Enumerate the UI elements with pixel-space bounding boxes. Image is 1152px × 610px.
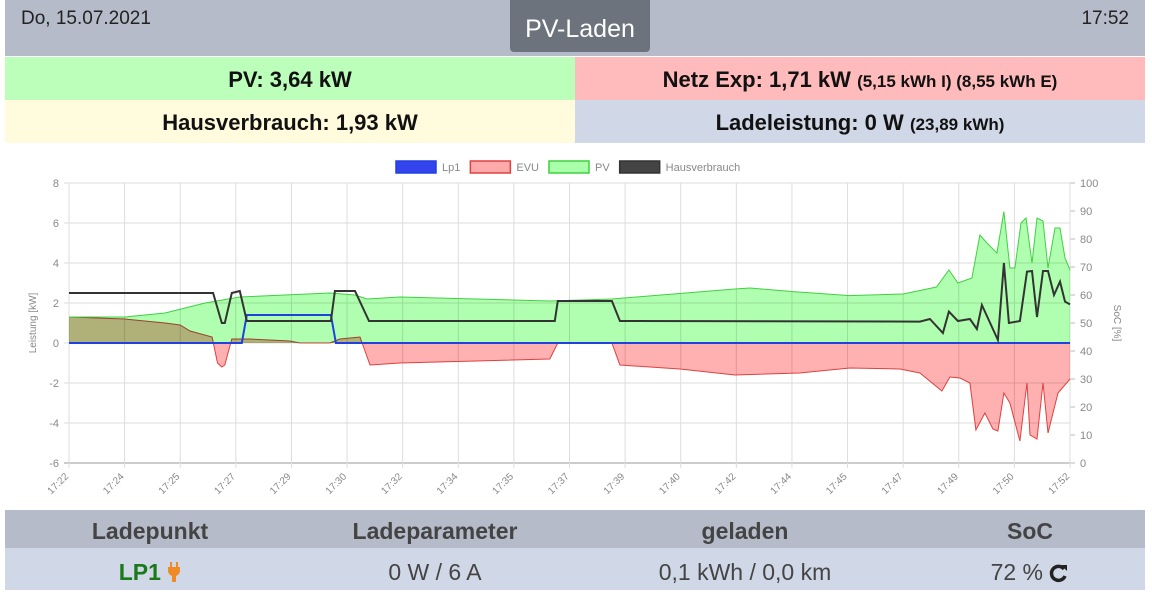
mode-button[interactable]: PV-Laden: [510, 0, 650, 52]
lp1-line: [69, 314, 1070, 344]
time-label: 17:52: [1081, 8, 1129, 29]
x-tick-label: 17:35: [491, 471, 517, 497]
legend-swatch-evu: [469, 160, 512, 174]
y-tick-label: 0: [53, 338, 59, 350]
x-tick-label: 17:22: [46, 471, 72, 497]
col-geladen: geladen: [701, 518, 789, 544]
x-tick-label: 17:24: [101, 471, 127, 497]
y2-tick-label: 60: [1080, 290, 1092, 302]
y-tick-label: 2: [53, 298, 59, 310]
legend-swatch-pv: [548, 160, 590, 174]
legend-label-pv: PV: [595, 162, 610, 174]
soc-cell: 72 %: [915, 548, 1145, 590]
house-consumption-text: Hausverbrauch: 1,93 kW: [162, 110, 418, 135]
lp-charged: 0,1 kWh / 0,0 km: [658, 559, 832, 585]
charge-energy-detail: (23,89 kWh): [909, 115, 1005, 134]
x-tick-label: 17:30: [324, 471, 350, 497]
y2-tick-label: 40: [1080, 346, 1092, 358]
y2-tick-label: 30: [1080, 374, 1092, 386]
x-tick-label: 17:25: [157, 471, 183, 497]
evu-area: [69, 317, 1070, 441]
house-consumption: Hausverbrauch: 1,93 kW: [5, 100, 575, 143]
y-tick-label: -4: [49, 418, 59, 430]
y-tick-label: -2: [49, 378, 59, 390]
x-tick-label: 17:42: [713, 471, 739, 497]
legend-label-evu: EVU: [516, 162, 539, 174]
y-tick-label: 4: [53, 258, 59, 270]
y2-tick-label: 50: [1080, 318, 1092, 330]
legend-swatch-lp1: [395, 160, 437, 174]
x-tick-label: 17:40: [657, 471, 683, 497]
charge-power-text: Ladeleistung: 0 W: [715, 110, 904, 135]
y2-tick-label: 0: [1080, 458, 1086, 470]
pv-power: PV: 3,64 kW: [5, 57, 575, 100]
y2-tick-label: 70: [1080, 262, 1092, 274]
col-soc: SoC: [1007, 518, 1053, 544]
grid-energy-detail: (5,15 kWh I) (8,55 kWh E): [857, 72, 1058, 91]
x-tick-label: 17:47: [880, 471, 906, 497]
date-label: Do, 15.07.2021: [21, 8, 151, 29]
x-tick-label: 17:34: [435, 471, 461, 497]
hausverbrauch-line: [69, 262, 1071, 344]
pv-power-text: PV: 3,64 kW: [228, 67, 352, 92]
y-tick-label: 8: [53, 178, 59, 190]
lp-name[interactable]: LP1: [118, 559, 161, 585]
x-tick-label: 17:44: [769, 471, 795, 497]
x-tick-label: 17:32: [379, 471, 405, 497]
y2-tick-label: 10: [1080, 430, 1092, 442]
x-tick-label: 17:49: [935, 471, 961, 497]
col-ladepunkt: Ladepunkt: [91, 518, 209, 544]
y-axis-title: Leistung [kW]: [28, 292, 39, 353]
chargepoint-row: LP1 0 W / 6 A 0,1 kWh / 0,0 km 72 %: [5, 548, 1145, 590]
x-tick-label: 17:45: [824, 471, 850, 497]
x-tick-label: 17:27: [212, 471, 238, 497]
evu-line: [68, 316, 1071, 442]
lp-params: 0 W / 6 A: [388, 559, 482, 585]
y2-tick-label: 20: [1080, 402, 1092, 414]
plug-icon: [168, 562, 181, 582]
x-tick-label: 17:39: [602, 471, 628, 497]
y2-tick-label: 100: [1080, 178, 1098, 190]
y2-tick-label: 80: [1080, 234, 1092, 246]
chargepoint-table-header: Ladepunkt Ladeparameter geladen SoC: [5, 510, 1145, 548]
pv-area: [69, 211, 1070, 343]
x-tick-label: 17:29: [268, 471, 294, 497]
legend-label-hausverbrauch: Hausverbrauch: [666, 162, 741, 174]
x-tick-label: 17:37: [546, 471, 572, 497]
charge-power: Ladeleistung: 0 W (23,89 kWh): [575, 100, 1145, 143]
lp-cell[interactable]: LP1: [5, 548, 295, 590]
y2-axis-title: SoC [%]: [1111, 305, 1122, 342]
x-tick-label: 17:50: [991, 471, 1017, 497]
refresh-icon[interactable]: [1049, 563, 1069, 583]
grid-power: Netz Exp: 1,71 kW (5,15 kWh I) (8,55 kWh…: [575, 57, 1145, 100]
pv-line: [69, 211, 1071, 318]
y2-tick-label: 90: [1080, 206, 1092, 218]
header-bar: Do, 15.07.2021 PV-Laden 17:52: [5, 0, 1145, 56]
col-ladeparameter: Ladeparameter: [352, 518, 518, 544]
y-tick-label: -6: [49, 458, 59, 470]
grid-power-text: Netz Exp: 1,71 kW: [662, 67, 851, 92]
y-tick-label: 6: [53, 218, 59, 230]
legend-label-lp1: Lp1: [442, 162, 460, 174]
soc-value: 72 %: [990, 559, 1044, 585]
legend-swatch-hausverbrauch: [618, 160, 661, 174]
x-tick-label: 17:52: [1047, 471, 1073, 497]
